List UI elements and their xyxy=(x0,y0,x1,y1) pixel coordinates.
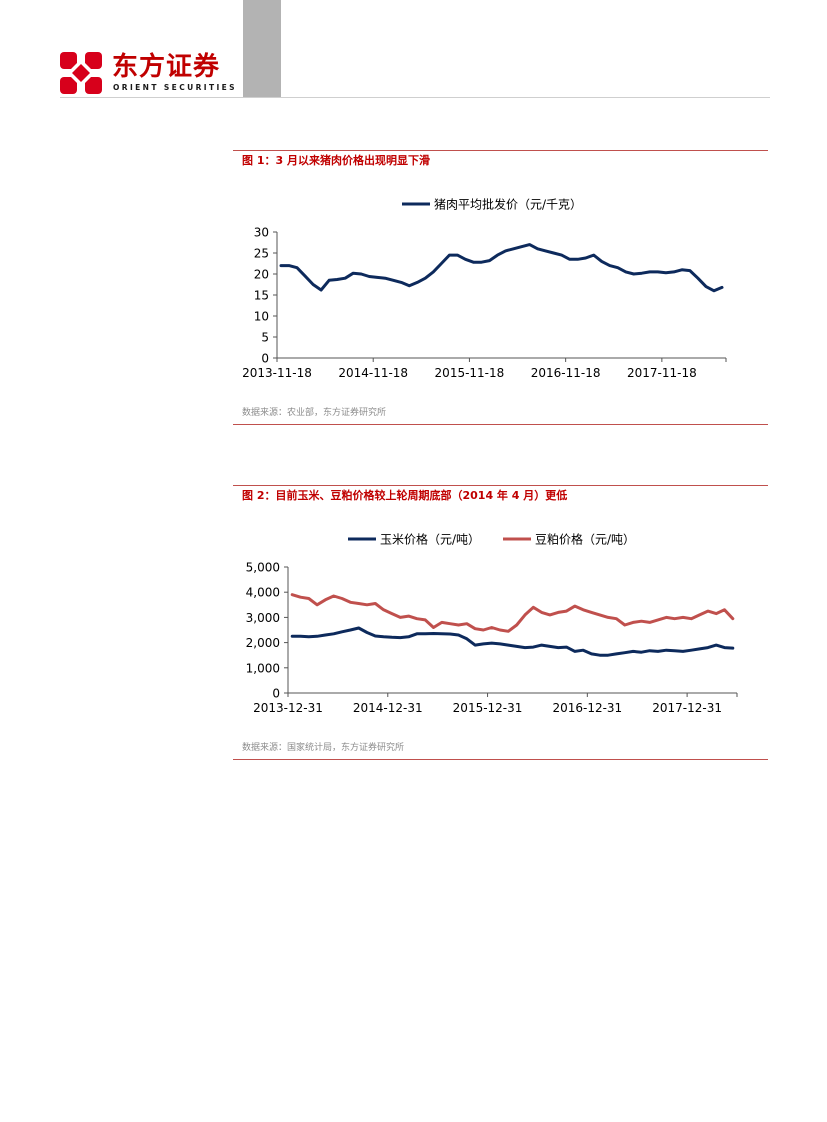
fig1-source: 数据来源：农业部，东方证券研究所 xyxy=(242,408,387,418)
x-tick-label: 2013-11-18 xyxy=(242,366,312,380)
y-tick-label: 5,000 xyxy=(246,561,280,575)
y-tick-label: 0 xyxy=(272,687,280,701)
y-tick-label: 3,000 xyxy=(246,611,280,625)
orient-logo-icon xyxy=(60,52,102,94)
series-line-2 xyxy=(290,593,735,633)
y-tick-label: 30 xyxy=(254,226,269,240)
y-tick-label: 20 xyxy=(254,268,269,282)
fig2-title: 图 2：目前玉米、豆粕价格较上轮周期底部（2014 年 4 月）更低 xyxy=(242,489,568,502)
x-tick-label: 2016-12-31 xyxy=(552,701,622,715)
legend-label: 豆粕价格（元/吨） xyxy=(535,532,635,547)
fig1-top-rule xyxy=(233,150,768,151)
x-tick-label: 2016-11-18 xyxy=(531,366,601,380)
y-tick-label: 4,000 xyxy=(246,586,280,600)
x-tick-label: 2014-11-18 xyxy=(338,366,408,380)
logo-english-text: ORIENT SECURITIES xyxy=(113,83,237,92)
x-tick-label: 2017-11-18 xyxy=(627,366,697,380)
y-tick-label: 0 xyxy=(261,352,269,366)
legend-label: 玉米价格（元/吨） xyxy=(380,532,480,547)
series-line-1 xyxy=(290,626,735,657)
fig2-bottom-rule xyxy=(233,759,768,760)
logo-chinese-text: 东方证券 xyxy=(112,52,221,82)
series-line-1 xyxy=(279,243,724,293)
x-tick-label: 2013-12-31 xyxy=(253,701,323,715)
pork-price-chart: 0 5 10 15 20 25 30 2013-11-18 2014-11-18 2015-11-… xyxy=(242,197,727,380)
y-tick-label: 25 xyxy=(254,247,269,261)
y-tick-label: 1,000 xyxy=(246,661,280,675)
legend-label: 猪肉平均批发价（元/千克） xyxy=(434,197,582,212)
fig1-bottom-rule xyxy=(233,424,768,425)
fig1-title: 图 1：3 月以来猪肉价格出现明显下滑 xyxy=(242,154,430,167)
fig2-source: 数据来源：国家统计局，东方证券研究所 xyxy=(242,743,405,753)
corn-soymeal-price-chart: 0 1,000 2,000 3,000 4,000 5,000 2013-12-31 2014… xyxy=(246,532,738,715)
y-tick-label: 2,000 xyxy=(246,636,280,650)
header-gray-block xyxy=(243,0,281,97)
x-tick-label: 2015-12-31 xyxy=(453,701,523,715)
x-tick-label: 2014-12-31 xyxy=(353,701,423,715)
header-divider xyxy=(60,97,770,98)
x-tick-label: 2017-12-31 xyxy=(652,701,722,715)
fig2-top-rule xyxy=(233,485,768,486)
y-tick-label: 5 xyxy=(261,331,269,345)
x-tick-label: 2015-11-18 xyxy=(435,366,505,380)
y-tick-label: 15 xyxy=(254,289,269,303)
y-tick-label: 10 xyxy=(254,310,269,324)
